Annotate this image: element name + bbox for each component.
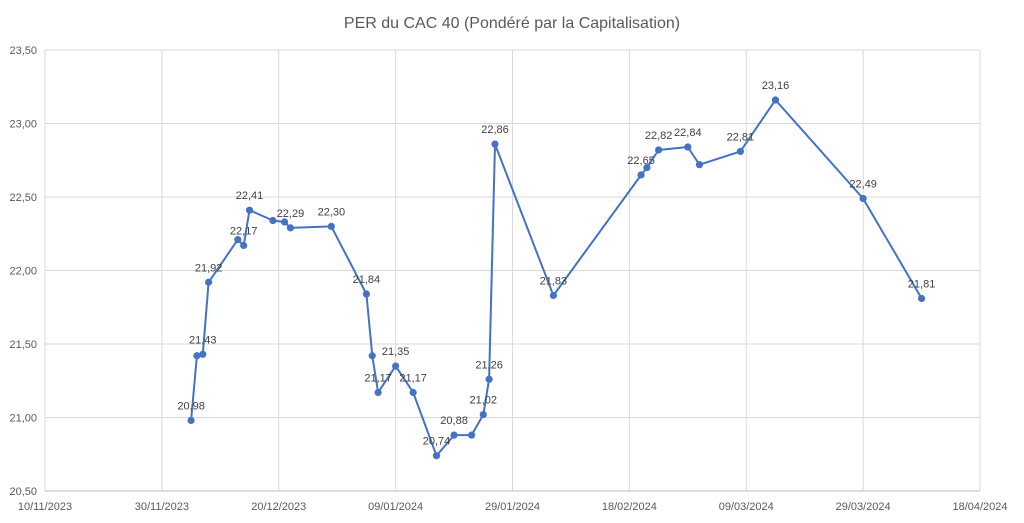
data-label: 22,30 xyxy=(318,206,346,218)
y-tick-label: 21,00 xyxy=(9,413,37,425)
data-label: 21,26 xyxy=(475,359,503,371)
x-tick-label: 18/04/2024 xyxy=(952,501,1007,513)
data-point xyxy=(637,171,645,179)
data-point xyxy=(187,416,195,425)
data-point xyxy=(374,388,382,397)
data-label: 22,41 xyxy=(236,190,264,202)
data-point xyxy=(771,96,780,104)
data-point xyxy=(234,236,242,244)
data-label: 22,86 xyxy=(481,124,509,136)
data-point xyxy=(432,452,441,460)
data-label: 23,16 xyxy=(762,80,790,92)
data-point xyxy=(859,194,867,203)
data-label: 22,82 xyxy=(645,130,673,142)
data-label: 20,74 xyxy=(423,436,451,448)
data-point xyxy=(654,146,663,154)
data-label: 21,02 xyxy=(470,395,498,407)
data-point xyxy=(485,375,493,383)
data-label: 22,81 xyxy=(727,131,755,143)
data-label: 21,84 xyxy=(353,274,381,286)
x-tick-label: 29/03/2024 xyxy=(836,501,891,513)
data-points xyxy=(187,96,926,460)
gridlines xyxy=(44,49,981,492)
data-label: 22,17 xyxy=(230,226,258,238)
data-point xyxy=(695,161,704,169)
y-tick-label: 23,00 xyxy=(9,119,37,131)
data-point xyxy=(467,431,476,439)
x-tick-label: 10/11/2023 xyxy=(18,501,72,513)
data-label: 21,17 xyxy=(364,373,392,385)
x-tick-label: 09/01/2024 xyxy=(368,501,423,513)
y-tick-label: 21,50 xyxy=(9,339,37,351)
data-point xyxy=(392,362,400,370)
data-point xyxy=(549,291,558,300)
x-tick-label: 20/12/2023 xyxy=(251,501,306,513)
data-point xyxy=(736,147,745,156)
x-tick-label: 29/01/2024 xyxy=(485,501,540,513)
data-label: 22,29 xyxy=(277,208,305,220)
x-tick-label: 30/11/2023 xyxy=(135,501,189,513)
data-label: 21,17 xyxy=(399,373,427,385)
y-tick-label: 20,50 xyxy=(9,486,37,498)
data-point xyxy=(199,350,207,358)
data-point xyxy=(684,143,692,151)
data-point xyxy=(643,164,651,172)
data-point xyxy=(368,352,376,360)
data-point xyxy=(450,431,458,439)
data-label: 21,35 xyxy=(382,346,410,358)
data-label: 20,88 xyxy=(440,415,468,427)
data-label: 20,98 xyxy=(177,400,205,412)
data-label: 22,49 xyxy=(849,178,877,190)
axes: 20,50 21,00 21,50 22,00 22,50 23,00 23,50 10/11… xyxy=(9,45,1007,513)
x-tick-label: 09/03/2024 xyxy=(719,501,774,513)
data-point xyxy=(491,140,499,148)
data-point xyxy=(240,241,248,250)
data-point xyxy=(362,290,371,298)
data-point xyxy=(205,278,213,286)
series-polyline xyxy=(190,99,923,457)
data-label: 21,83 xyxy=(540,275,568,287)
data-label: 21,81 xyxy=(908,278,936,290)
series-line xyxy=(190,99,923,457)
data-labels: 20,98 21,43 21,92 22,17 22,41 22,29 22,30 21,84… xyxy=(177,80,935,448)
data-point xyxy=(917,294,926,303)
data-point xyxy=(269,216,277,225)
chart-title: PER du CAC 40 (Pondéré par la Capitalisa… xyxy=(344,15,680,32)
y-tick-label: 22,50 xyxy=(9,192,37,204)
data-point xyxy=(286,224,295,232)
x-tick-label: 18/02/2024 xyxy=(602,501,657,513)
y-tick-label: 22,00 xyxy=(9,266,37,278)
data-label: 22,84 xyxy=(674,127,702,139)
data-point xyxy=(280,218,289,226)
data-label: 21,92 xyxy=(195,262,223,274)
data-label: 22,65 xyxy=(627,155,655,167)
y-tick-label: 23,50 xyxy=(9,45,37,57)
data-point xyxy=(193,352,201,360)
data-label: 21,43 xyxy=(189,334,217,346)
data-point xyxy=(479,410,487,419)
data-point xyxy=(327,222,335,230)
data-point xyxy=(245,206,254,214)
data-point xyxy=(409,388,417,397)
